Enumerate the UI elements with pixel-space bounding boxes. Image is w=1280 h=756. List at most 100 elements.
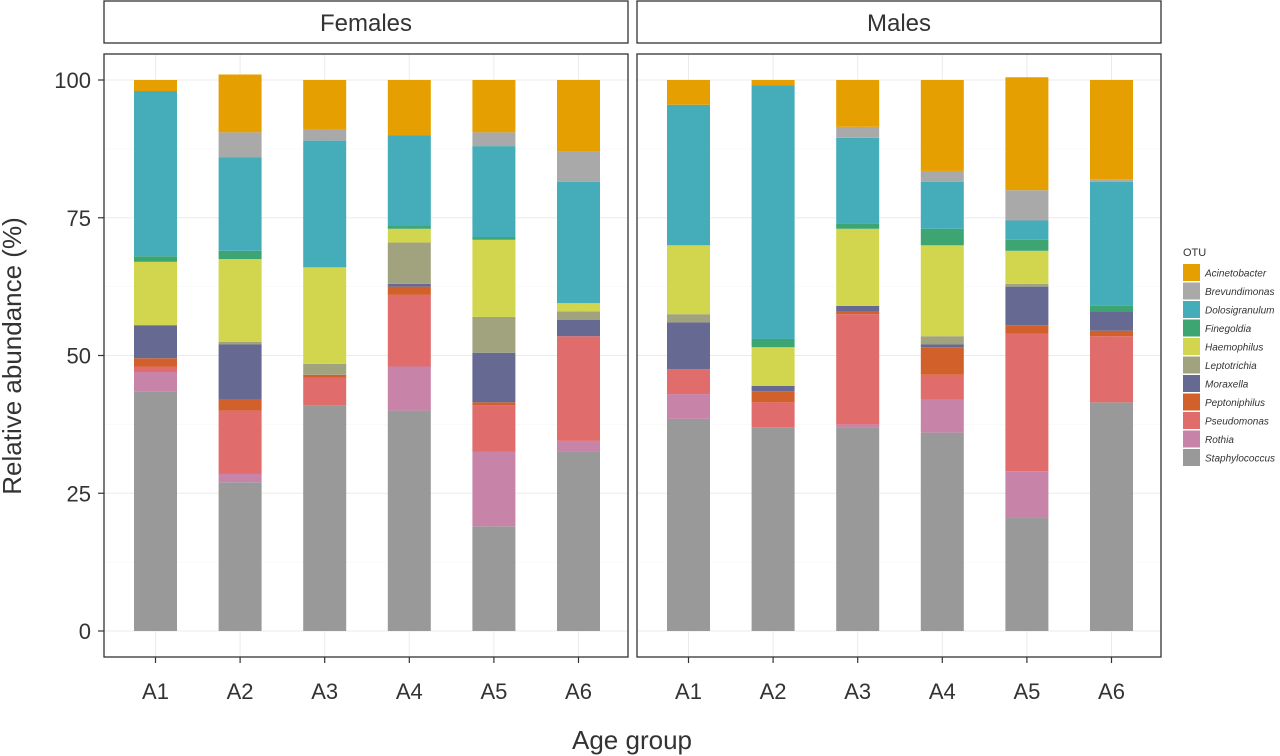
bar-segment-moraxella [134,325,177,359]
bar-segment-rothia [1005,471,1049,519]
bar-segment-acinetobacter [387,80,431,136]
bar-segment-pseudomonas [920,374,964,400]
legend-label: Haemophilus [1205,343,1263,354]
bar-stack-males-a5 [1005,77,1049,631]
bar-segment-staphylococcus [218,482,262,631]
bar-segment-dolosigranulum [1005,220,1049,240]
bar-segment-pseudomonas [472,405,516,452]
x-tick-label: A5 [480,679,507,704]
bar-segment-peptoniphilus [1005,325,1049,334]
bar-segment-acinetobacter [1005,77,1049,191]
bar-segment-brevundimonas [303,129,347,141]
bar-segment-dolosigranulum [557,181,600,304]
bar-segment-leptotrichia [667,314,710,323]
bar-segment-haemophilus [667,245,710,315]
facet-strip-box [103,0,629,44]
legend-label: Staphylococcus [1205,454,1275,465]
legend-item-finegoldia: Finegoldia [1183,319,1252,337]
x-tick-label: A4 [929,679,956,704]
bar-segment-leptotrichia [557,311,600,320]
y-tick-label: 50 [67,344,91,369]
bar-segment-peptoniphilus [751,391,795,403]
bar-segment-moraxella [667,322,710,370]
bar-segment-staphylococcus [557,451,600,631]
bar-segment-finegoldia [1090,305,1133,312]
bar-stack-females-a5 [472,80,516,631]
bar-segment-dolosigranulum [387,135,431,227]
bar-segment-dolosigranulum [134,91,177,257]
bar-segment-rothia [387,366,431,411]
bar-segment-pseudomonas [1005,333,1049,472]
legend-swatch [1183,430,1200,448]
bar-segment-finegoldia [920,228,964,246]
bar-segment-pseudomonas [836,314,880,425]
bar-stack-females-a3 [303,80,347,631]
x-tick-label: A2 [760,679,787,704]
y-tick-label: 0 [79,619,91,644]
bar-segment-staphylococcus [920,432,964,631]
bar-segment-leptotrichia [472,316,516,353]
bar-stack-males-a6 [1090,80,1133,631]
bar-stack-males-a3 [836,80,880,631]
bar-segment-staphylococcus [387,410,431,631]
bar-segment-leptotrichia [218,341,262,345]
bar-segment-finegoldia [134,256,177,262]
bar-segment-peptoniphilus [1090,330,1133,337]
x-tick-label: A3 [311,679,338,704]
bar-segment-acinetobacter [836,80,880,127]
x-tick-label: A1 [142,679,169,704]
bar-stack-females-a6 [557,80,600,631]
bar-segment-haemophilus [303,267,347,364]
facet-title-females: Females [320,10,412,37]
bar-segment-moraxella [836,305,880,312]
legend-swatch [1183,319,1200,337]
legend-item-pseudomonas: Pseudomonas [1183,412,1269,429]
y-axis: 0 25 50 75 100 [54,68,104,644]
legend-label: Rothia [1205,435,1234,446]
bar-segment-staphylococcus [472,526,516,631]
bar-segment-haemophilus [134,261,177,326]
bar-segment-moraxella [218,344,262,400]
bar-stack-females-a1 [134,80,177,631]
bar-segment-acinetobacter [134,80,177,92]
bar-segment-rothia [667,394,710,419]
legend-label: Finegoldia [1205,324,1252,335]
bar-segment-acinetobacter [920,80,964,171]
bar-segment-staphylococcus [1090,402,1133,631]
bar-segment-rothia [836,424,880,428]
bar-segment-staphylococcus [134,391,177,631]
bar-segment-haemophilus [836,228,880,306]
bar-segment-staphylococcus [836,427,880,631]
legend-swatch [1183,264,1200,281]
bar-segment-brevundimonas [472,132,516,147]
legend-label: Acinetobacter [1204,269,1267,280]
legend-item-rothia: Rothia [1183,430,1234,448]
bar-segment-leptotrichia [303,363,347,375]
bar-segment-haemophilus [387,228,431,243]
bar-segment-leptotrichia [387,242,431,284]
bar-segment-moraxella [557,319,600,337]
bar-segment-moraxella [387,283,431,287]
bar-segment-brevundimonas [836,126,880,138]
bar-segment-dolosigranulum [1090,181,1133,306]
bar-segment-pseudomonas [387,294,431,367]
bar-segment-staphylococcus [303,405,347,631]
legend-swatch [1183,449,1200,466]
bar-stack-males-a4 [920,80,964,631]
bar-segment-acinetobacter [303,80,347,130]
bar-segment-leptotrichia [920,336,964,345]
bar-segment-rothia [218,473,262,483]
bar-segment-staphylococcus [1005,518,1049,631]
panel-border [636,53,1162,658]
legend-label: Peptoniphilus [1205,398,1265,409]
bar-segment-pseudomonas [303,377,347,406]
bar-segment-finegoldia [836,223,880,229]
legend-item-peptoniphilus: Peptoniphilus [1183,393,1265,411]
bar-segment-moraxella [1005,286,1049,326]
bar-segment-acinetobacter [751,80,795,86]
bar-segment-leptotrichia [1005,283,1049,287]
bar-stack-females-a2 [218,74,262,631]
legend-item-brevundimonas: Brevundimonas [1183,282,1274,300]
panel-females [103,53,629,658]
